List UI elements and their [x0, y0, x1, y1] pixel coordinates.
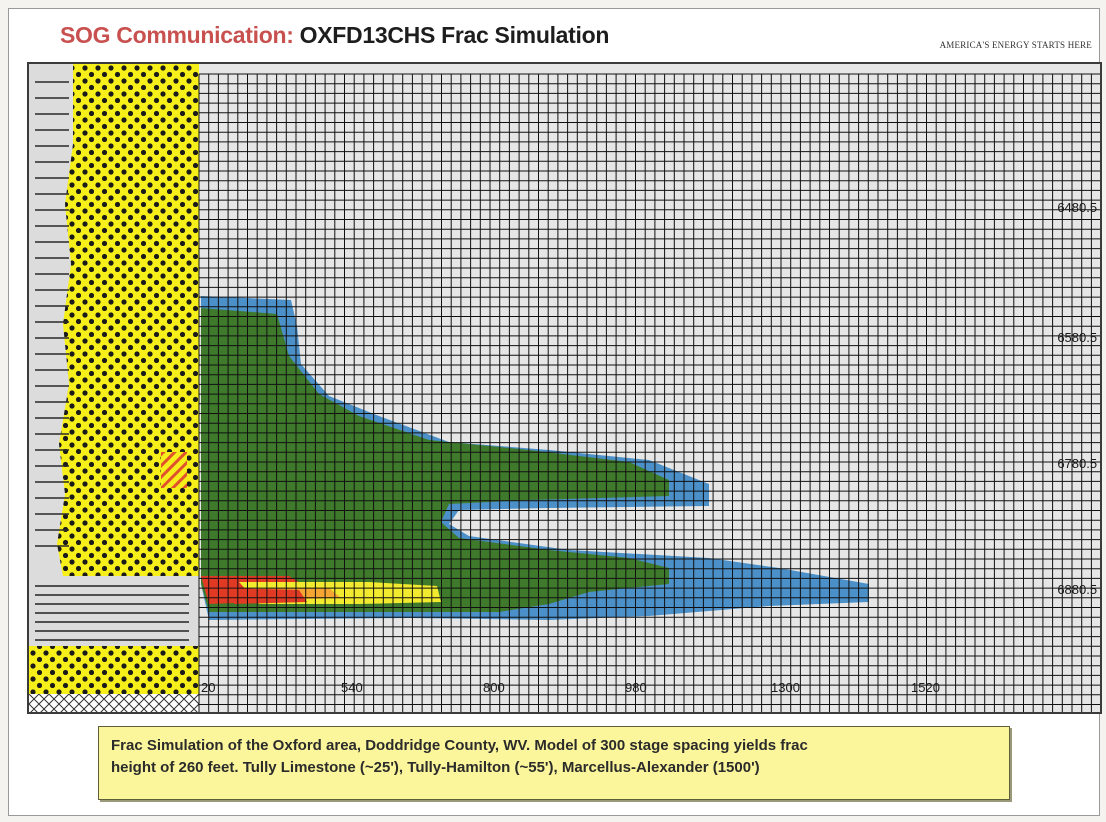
hatched-zone	[161, 452, 187, 488]
frac-simulation-plot: 20 540 800 980 1300 1520 6480.5 6580.5 6780.5 688…	[29, 64, 1100, 712]
x-tick-label: 540	[341, 680, 363, 695]
frac-red-inner	[229, 588, 307, 604]
caption-box: Frac Simulation of the Oxford area, Dodd…	[98, 726, 1010, 800]
title-rest: OXFD13CHS Frac Simulation	[299, 22, 610, 48]
x-tick-label: 980	[625, 680, 647, 695]
crosshatch-base	[29, 694, 199, 712]
caption-line-2: height of 260 feet. Tully Limestone (~25…	[111, 759, 760, 776]
frac-fracture-shape	[201, 296, 869, 620]
y-tick-label: 6880.5	[1057, 582, 1097, 597]
x-tick-label: 800	[483, 680, 505, 695]
axis-tick-labels: 20 540 800 980 1300 1520 6480.5 6580.5 6780.5 688…	[201, 200, 1097, 695]
frac-green-body	[201, 308, 669, 612]
y-tick-label: 6780.5	[1057, 456, 1097, 471]
x-tick-label: 1520	[911, 680, 940, 695]
caption-line-1: Frac Simulation of the Oxford area, Dodd…	[111, 737, 808, 754]
plot-grid	[198, 73, 1100, 712]
tagline: AMERICA'S ENERGY STARTS HERE	[939, 40, 1092, 50]
frac-simulation-figure: 20 540 800 980 1300 1520 6480.5 6580.5 6780.5 688…	[27, 62, 1102, 714]
x-tick-label: 1300	[771, 680, 800, 695]
x-tick-label: 20	[201, 680, 215, 695]
lithology-column	[29, 64, 199, 712]
slide-title: SOG Communication: OXFD13CHS Frac Simula…	[60, 22, 609, 49]
dotted-sandstone-upper	[57, 64, 199, 576]
title-prefix: SOG Communication:	[60, 22, 294, 48]
y-tick-label: 6580.5	[1057, 330, 1097, 345]
dotted-sandstone-lower	[29, 646, 199, 694]
y-tick-label: 6480.5	[1057, 200, 1097, 215]
